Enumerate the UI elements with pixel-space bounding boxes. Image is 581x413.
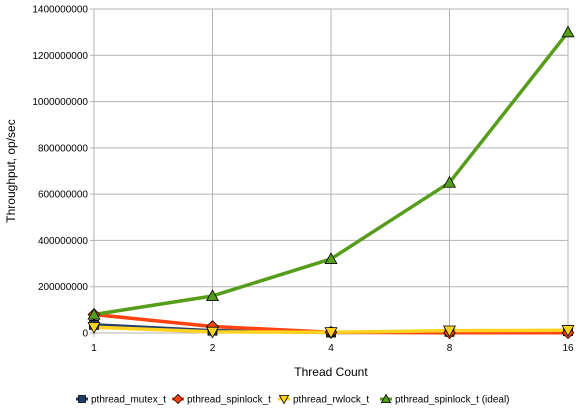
- data-point-series-4: [561, 25, 575, 38]
- y-tick-label: 600000000: [38, 190, 88, 201]
- data-point-series-3: [324, 327, 338, 339]
- legend-label: pthread_mutex_t: [91, 395, 166, 406]
- x-axis-title: Thread Count: [294, 365, 368, 379]
- data-point-series-4: [442, 175, 457, 188]
- y-tick-label: 200000000: [38, 282, 88, 293]
- x-tick-label: 2: [210, 343, 216, 354]
- series-markers: [87, 25, 575, 340]
- legend-marker: [172, 393, 184, 405]
- y-tick-label: 800000000: [38, 143, 88, 154]
- legend-marker: [380, 393, 392, 404]
- legend: pthread_mutex_t pthread_spinlock_t pthread…: [76, 393, 510, 406]
- data-point-series-3: [561, 325, 575, 337]
- gridlines: [93, 8, 569, 334]
- data-point-series-3: [205, 326, 220, 339]
- y-tick-label: 1000000000: [32, 97, 88, 108]
- data-point-series-4: [205, 289, 220, 302]
- y-tick-label: 1400000000: [32, 5, 88, 16]
- legend-label: pthread_spinlock_t: [187, 395, 271, 406]
- x-tick-label: 4: [328, 343, 334, 354]
- data-point-series-3: [442, 325, 457, 338]
- x-tick-label: 8: [447, 343, 453, 354]
- data-point-series-3: [87, 322, 101, 334]
- y-tick-label: 1200000000: [32, 51, 88, 62]
- data-point-series-4: [324, 252, 338, 265]
- y-axis-ticks: 0 200000000 400000000 600000000 800000000 100…: [32, 5, 94, 340]
- legend-label: pthread_rwlock_t: [293, 395, 369, 406]
- y-tick-label: 0: [82, 329, 88, 340]
- x-tick-label: 1: [91, 343, 97, 354]
- legend-marker: [78, 395, 86, 403]
- y-axis-title: Throughput, op/sec: [4, 119, 18, 222]
- legend-label: pthread_spinlock_t (ideal): [395, 395, 510, 406]
- legend-marker: [278, 394, 290, 405]
- y-tick-label: 400000000: [38, 236, 88, 247]
- data-point-series-4: [87, 307, 101, 320]
- x-tick-label: 16: [562, 343, 574, 354]
